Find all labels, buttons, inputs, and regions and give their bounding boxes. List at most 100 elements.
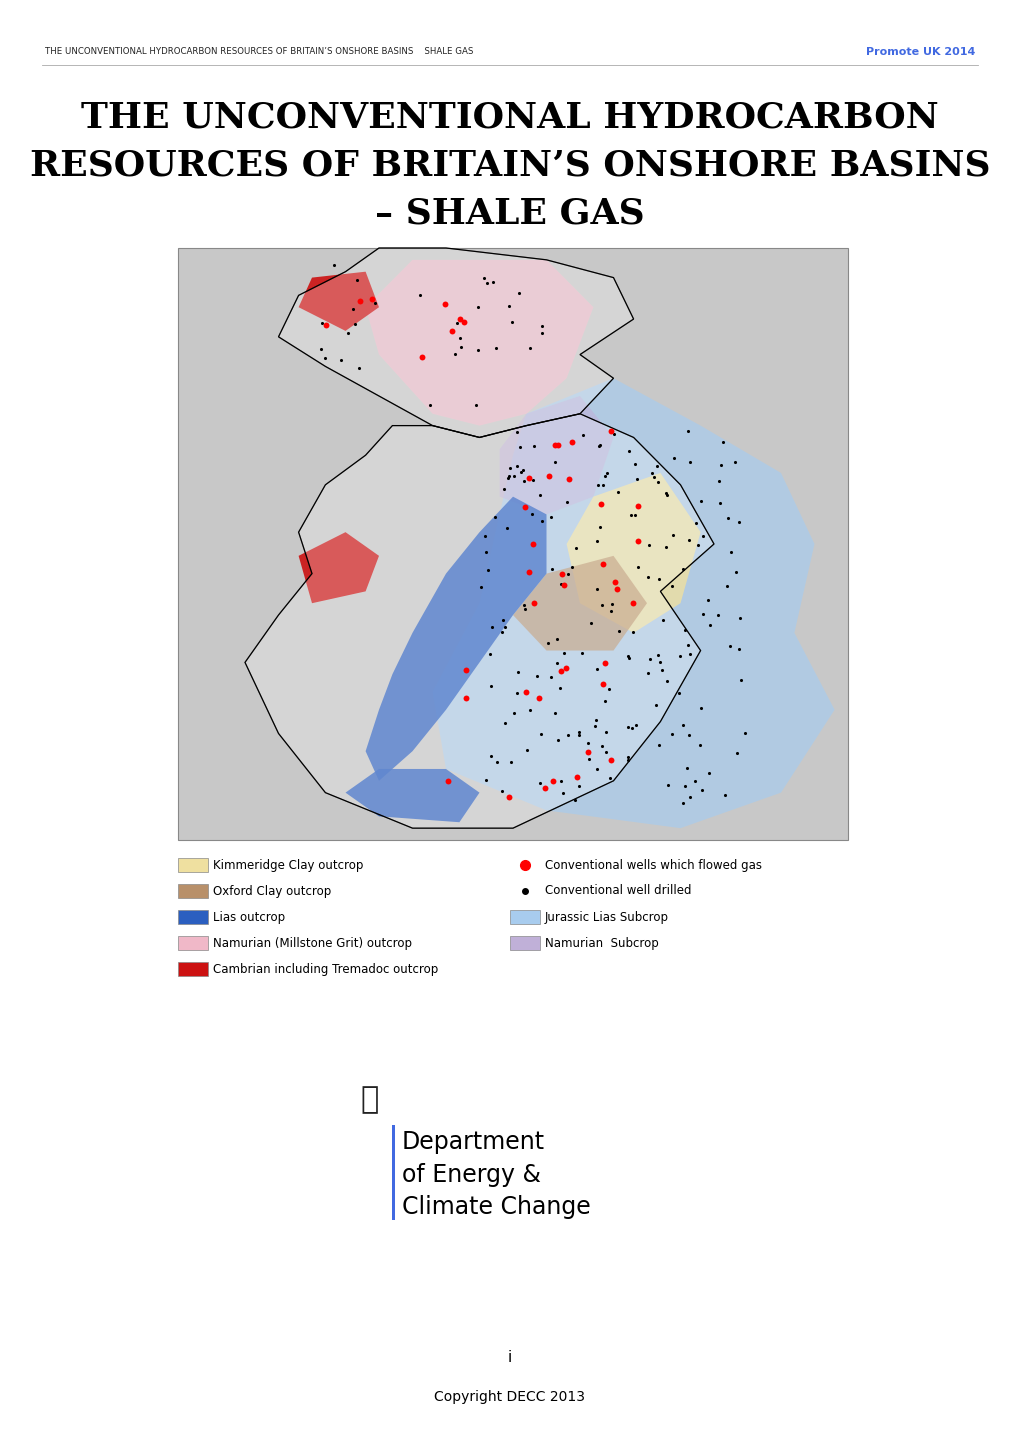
Point <box>499 467 516 490</box>
Point <box>597 721 613 744</box>
Point <box>314 311 330 335</box>
Point <box>446 342 463 365</box>
Text: THE UNCONVENTIONAL HYDROCARBON RESOURCES OF BRITAIN’S ONSHORE BASINS    SHALE GA: THE UNCONVENTIONAL HYDROCARBON RESOURCES… <box>45 48 473 56</box>
Point <box>533 722 549 746</box>
Point <box>600 678 616 701</box>
Point <box>620 715 636 738</box>
Text: of Energy &: of Energy & <box>401 1164 540 1187</box>
Point <box>510 660 526 684</box>
Bar <box>510 936 539 950</box>
Polygon shape <box>365 496 546 780</box>
Point <box>344 297 361 320</box>
Point <box>692 696 708 720</box>
Point <box>587 708 603 731</box>
Point <box>674 792 690 815</box>
Point <box>598 461 614 485</box>
Point <box>676 619 692 642</box>
Point <box>716 783 733 806</box>
Point <box>682 450 698 473</box>
Point <box>588 658 604 681</box>
Point <box>521 561 537 584</box>
Point <box>530 686 546 709</box>
Point <box>732 669 748 692</box>
Point <box>680 724 696 747</box>
Point <box>517 598 533 622</box>
Point <box>498 516 515 539</box>
Point <box>546 433 562 456</box>
Point <box>628 467 644 490</box>
Point <box>546 701 562 724</box>
Polygon shape <box>278 248 633 437</box>
Point <box>500 294 517 317</box>
Point <box>470 339 486 362</box>
Point <box>620 746 636 769</box>
Point <box>575 424 591 447</box>
Point <box>503 310 520 333</box>
Bar <box>178 936 208 950</box>
Point <box>552 770 569 793</box>
Point <box>601 767 618 790</box>
Point <box>649 470 665 493</box>
Point <box>352 290 368 313</box>
Point <box>608 480 625 503</box>
Point <box>643 461 659 485</box>
Point <box>571 720 587 743</box>
Point <box>721 634 738 658</box>
Point <box>641 647 657 671</box>
Point <box>452 336 469 359</box>
Point <box>525 434 541 457</box>
Point <box>496 616 513 639</box>
Polygon shape <box>513 555 646 650</box>
Point <box>582 611 598 634</box>
Point <box>650 733 666 756</box>
Point <box>714 431 731 454</box>
Point <box>693 779 709 802</box>
Point <box>316 346 332 369</box>
Point <box>693 490 709 513</box>
Point <box>521 336 537 359</box>
Point <box>591 515 607 538</box>
Point <box>534 509 550 532</box>
Point <box>624 620 640 643</box>
Point <box>346 313 363 336</box>
Point <box>508 421 525 444</box>
Point <box>555 642 572 665</box>
Point <box>620 645 636 668</box>
Point <box>340 322 357 345</box>
Point <box>711 492 728 515</box>
Text: Namurian  Subcrop: Namurian Subcrop <box>544 936 658 949</box>
Point <box>512 435 528 459</box>
Point <box>653 658 669 681</box>
Point <box>596 652 612 675</box>
Point <box>591 433 607 456</box>
Point <box>729 741 745 764</box>
Point <box>624 717 640 740</box>
Point <box>603 593 620 616</box>
Point <box>608 577 625 600</box>
Point <box>528 665 544 688</box>
Point <box>488 751 504 774</box>
Point <box>515 593 531 616</box>
Point <box>728 559 744 583</box>
Point <box>549 652 566 675</box>
Point <box>476 267 492 290</box>
Point <box>645 466 661 489</box>
Point <box>500 786 517 809</box>
Text: Namurian (Millstone Grit) outcrop: Namurian (Millstone Grit) outcrop <box>213 936 412 949</box>
Point <box>522 698 538 721</box>
Point <box>680 634 696 658</box>
Point <box>413 345 429 368</box>
Point <box>657 535 674 558</box>
Point <box>439 770 455 793</box>
Point <box>629 555 645 578</box>
Point <box>458 659 474 682</box>
Point <box>496 711 513 734</box>
Point <box>629 495 645 518</box>
Point <box>640 565 656 588</box>
Point <box>712 453 729 476</box>
Point <box>620 440 636 463</box>
Point <box>443 319 460 342</box>
Point <box>513 461 529 485</box>
Point <box>596 464 612 487</box>
Text: RESOURCES OF BRITAIN’S ONSHORE BASINS: RESOURCES OF BRITAIN’S ONSHORE BASINS <box>30 149 989 182</box>
